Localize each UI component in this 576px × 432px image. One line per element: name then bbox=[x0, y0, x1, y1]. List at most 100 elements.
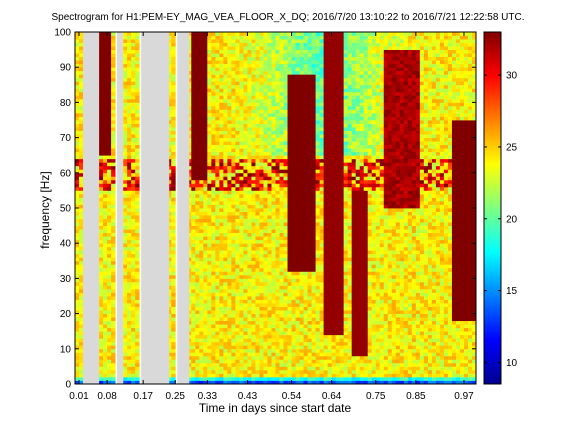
spectrogram-cell bbox=[303, 218, 308, 223]
spectrogram-cell bbox=[279, 190, 284, 195]
spectrogram-cell bbox=[259, 183, 264, 188]
spectrogram-cell bbox=[227, 155, 232, 160]
spectrogram-cell bbox=[123, 98, 128, 103]
spectrogram-cell bbox=[203, 285, 208, 290]
spectrogram-cell bbox=[167, 32, 172, 36]
spectrogram-cell bbox=[307, 137, 312, 142]
spectrogram-cell bbox=[111, 236, 116, 241]
spectrogram-cell bbox=[215, 151, 220, 156]
spectrogram-cell bbox=[223, 95, 228, 100]
spectrogram-cell bbox=[99, 204, 104, 209]
spectrogram-cell bbox=[303, 324, 308, 329]
spectrogram-cell bbox=[211, 348, 216, 353]
spectrogram-cell bbox=[271, 250, 276, 255]
spectrogram-cell bbox=[111, 169, 116, 174]
spectrogram-cell bbox=[79, 246, 84, 251]
spectrogram-cell bbox=[207, 341, 212, 346]
spectrogram-cell bbox=[323, 148, 329, 153]
spectrogram-cell bbox=[239, 183, 244, 188]
spectrogram-cell bbox=[287, 204, 292, 209]
spectrogram-cell bbox=[259, 208, 264, 212]
spectrogram-cell bbox=[299, 162, 304, 167]
spectrogram-cell bbox=[295, 81, 300, 86]
spectrogram-cell bbox=[99, 60, 104, 65]
spectrogram-cell bbox=[239, 137, 244, 142]
spectrogram-cell bbox=[187, 373, 192, 378]
spectrogram-cell bbox=[239, 345, 244, 350]
spectrogram-cell bbox=[171, 359, 176, 364]
spectrogram-cell bbox=[223, 225, 228, 230]
spectrogram-cell bbox=[299, 239, 304, 244]
spectrogram-cell bbox=[311, 366, 316, 371]
spectrogram-cell bbox=[99, 253, 104, 258]
spectrogram-cell bbox=[231, 355, 236, 360]
spectrogram-cell bbox=[211, 204, 216, 209]
spectrogram-cell bbox=[267, 88, 272, 93]
spectrogram-cell bbox=[227, 338, 232, 343]
spectrogram-cell bbox=[219, 352, 224, 357]
spectrogram-cell bbox=[331, 320, 337, 325]
spectrogram-cell bbox=[171, 310, 176, 314]
spectrogram-cell bbox=[323, 123, 329, 128]
spectrogram-cell bbox=[191, 193, 196, 198]
spectrogram-cell bbox=[191, 253, 196, 258]
spectrogram-cell bbox=[311, 271, 316, 276]
spectrogram-cell bbox=[311, 155, 316, 160]
spectrogram-cell bbox=[287, 35, 292, 40]
spectrogram-cell bbox=[279, 112, 284, 117]
spectrogram-cell bbox=[271, 137, 276, 142]
spectrogram-cell bbox=[259, 376, 264, 381]
spectrogram-cell bbox=[195, 144, 200, 149]
spectrogram-cell bbox=[219, 355, 224, 360]
spectrogram-cell bbox=[187, 274, 192, 279]
spectrogram-cell bbox=[131, 271, 136, 276]
spectrogram-cell bbox=[323, 197, 329, 202]
spectrogram-cell bbox=[259, 310, 264, 314]
spectrogram-cell bbox=[279, 98, 284, 103]
spectrogram-cell bbox=[103, 306, 108, 311]
spectrogram-cell bbox=[311, 204, 316, 209]
spectrogram-cell bbox=[135, 169, 140, 174]
spectrogram-cell bbox=[303, 306, 308, 311]
spectrogram-cell bbox=[167, 56, 172, 61]
spectrogram-cell bbox=[219, 127, 224, 131]
spectrogram-cell bbox=[307, 222, 312, 226]
spectrogram-cell bbox=[335, 310, 341, 314]
spectrogram-cell bbox=[79, 165, 84, 170]
spectrogram-cell bbox=[123, 278, 128, 283]
spectrogram-cell bbox=[207, 362, 212, 367]
spectrogram-cell bbox=[279, 267, 284, 272]
spectrogram-cell bbox=[283, 144, 288, 149]
spectrogram-cell bbox=[255, 63, 260, 68]
spectrogram-cell bbox=[131, 373, 136, 378]
spectrogram-cell bbox=[335, 204, 341, 209]
spectrogram-cell bbox=[279, 320, 284, 325]
spectrogram-cell bbox=[215, 42, 220, 47]
spectrogram-cell bbox=[99, 250, 104, 255]
spectrogram-cell bbox=[263, 285, 268, 290]
spectrogram-cell bbox=[259, 165, 264, 170]
spectrogram-cell bbox=[263, 102, 268, 107]
spectrogram-cell bbox=[315, 380, 321, 384]
spectrogram-cell bbox=[167, 190, 172, 195]
spectrogram-cell bbox=[251, 215, 256, 219]
spectrogram-cell bbox=[235, 313, 240, 318]
spectrogram-cell bbox=[311, 120, 316, 124]
spectrogram-cell bbox=[315, 35, 321, 40]
spectrogram-cell bbox=[131, 144, 136, 149]
spectrogram-cell bbox=[283, 120, 288, 124]
spectrogram-cell bbox=[127, 112, 132, 117]
spectrogram-cell bbox=[227, 211, 232, 216]
spectrogram-cell bbox=[219, 331, 224, 336]
spectrogram-cell bbox=[331, 183, 337, 188]
spectrogram-cell bbox=[287, 243, 292, 248]
spectrogram-cell bbox=[251, 32, 256, 36]
spectrogram-cell bbox=[215, 320, 220, 325]
spectrogram-cell bbox=[239, 369, 244, 374]
spectrogram-cell bbox=[315, 313, 321, 318]
spectrogram-cell bbox=[79, 306, 84, 311]
spectrogram-cell bbox=[263, 39, 268, 43]
spectrogram-cell bbox=[171, 243, 176, 248]
spectrogram-cell bbox=[299, 362, 304, 367]
spectrogram-cell bbox=[255, 352, 260, 357]
